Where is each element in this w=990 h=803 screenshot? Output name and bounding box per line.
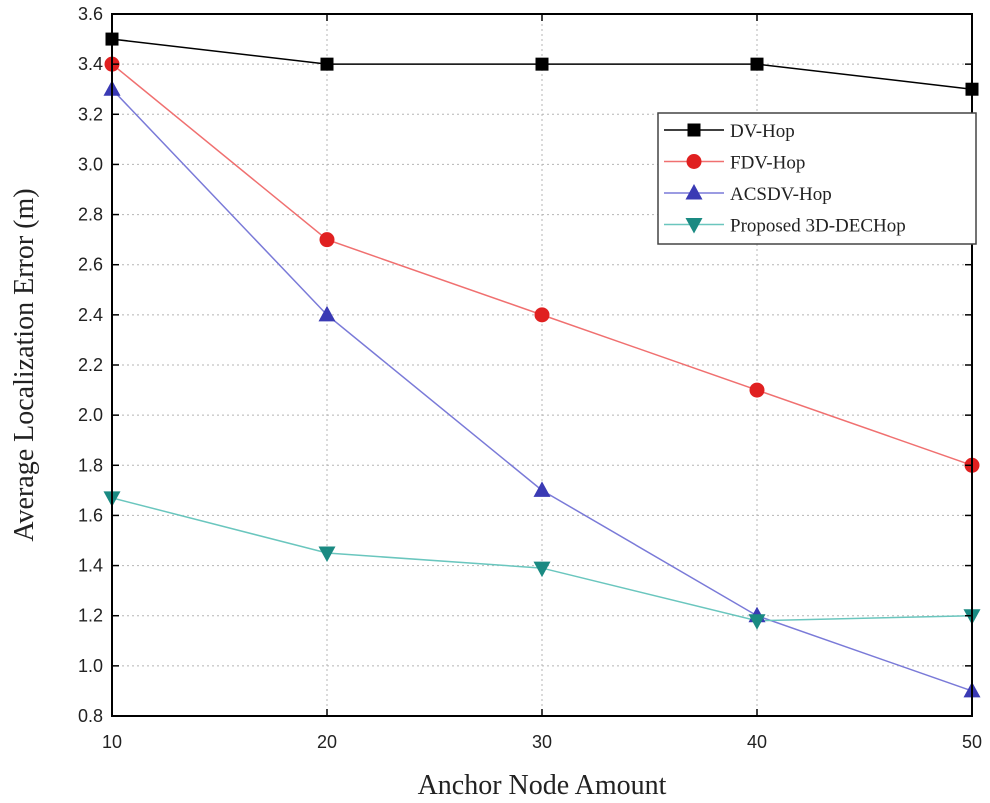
x-tick-label: 20: [317, 732, 337, 752]
legend-label-proposed-3d-dechop: Proposed 3D-DECHop: [730, 216, 906, 237]
data-point-fdv-hop: [319, 232, 335, 248]
legend-marker-acsdv-hop: [685, 184, 703, 200]
y-tick-label: 1.2: [78, 606, 103, 626]
legend: DV-Hop FDV-Hop ACSDV-Hop Proposed 3D-DECHop: [657, 112, 977, 245]
data-point-acsdv-hop: [318, 305, 336, 322]
y-tick-label: 3.4: [78, 54, 103, 74]
legend-marker-proposed-3d-dechop: [685, 218, 703, 234]
y-tick-label: 1.6: [78, 505, 103, 525]
y-tick-label: 2.4: [78, 305, 103, 325]
legend-label-acsdv-hop: ACSDV-Hop: [730, 184, 832, 205]
x-tick-label: 40: [747, 732, 767, 752]
y-tick-label: 3.0: [78, 154, 103, 174]
data-point-fdv-hop: [534, 307, 550, 323]
y-axis-label: Average Localization Error (m): [9, 188, 40, 541]
legend-label-dv-hop: DV-Hop: [730, 121, 795, 142]
x-tick-label: 30: [532, 732, 552, 752]
x-tick-label: 50: [962, 732, 982, 752]
data-point-acsdv-hop: [533, 481, 551, 497]
y-tick-label: 3.2: [78, 104, 103, 124]
data-point-dv-hop: [750, 57, 764, 71]
data-point-fdv-hop: [749, 382, 765, 398]
y-tick-label: 3.6: [78, 4, 103, 24]
grid-lines: [112, 14, 972, 716]
data-point-proposed-3d-dechop: [318, 546, 336, 563]
data-point-proposed-3d-dechop: [533, 561, 551, 578]
y-tick-label: 2.0: [78, 405, 103, 425]
legend-label-fdv-hop: FDV-Hop: [730, 153, 805, 174]
data-point-dv-hop: [320, 57, 334, 71]
data-point-proposed-3d-dechop: [748, 614, 766, 630]
y-tick-label: 1.0: [78, 656, 103, 676]
y-tick-label: 2.8: [78, 205, 103, 225]
y-tick-label: 2.2: [78, 355, 103, 375]
data-point-dv-hop: [535, 57, 549, 71]
y-tick-label: 1.8: [78, 455, 103, 475]
legend-marker-dv-hop: [687, 123, 701, 137]
legend-box: [657, 112, 977, 245]
y-tick-label: 1.4: [78, 556, 103, 576]
x-axis-label: Anchor Node Amount: [418, 770, 667, 801]
legend-marker-fdv-hop: [686, 154, 702, 169]
x-tick-label: 10: [102, 732, 122, 752]
y-tick-label: 2.6: [78, 255, 103, 275]
y-tick-label: 0.8: [78, 706, 103, 726]
axis-ticks: 0.8 1.0 1.2 1.4 1.6 1.8 2.0 2.2 2.4 2.6 2.8 3.0 3.2 3…: [78, 4, 982, 752]
series-markers: [103, 32, 981, 698]
